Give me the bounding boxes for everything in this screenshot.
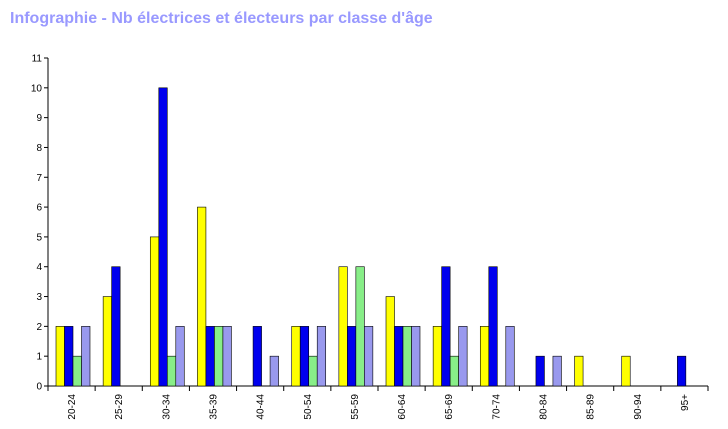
bar: [149, 236, 160, 387]
y-tick-label: 8: [36, 143, 42, 154]
bar: [197, 206, 207, 387]
bar: [488, 266, 498, 387]
bar: [214, 326, 224, 387]
bar: [677, 355, 687, 387]
bar: [449, 355, 459, 387]
bar: [394, 326, 404, 387]
bar: [347, 326, 357, 387]
chart-title: Infographie - Nb électrices et électeurs…: [10, 10, 433, 27]
x-tick-label: 40-44: [256, 394, 267, 420]
bars: [55, 87, 687, 387]
y-tick-label: 11: [32, 54, 43, 65]
x-tick-label: 90-94: [633, 394, 644, 420]
bar: [252, 326, 262, 387]
bar: [55, 326, 65, 387]
bar: [385, 296, 395, 387]
y-tick-label: 7: [36, 173, 42, 184]
y-tick-label: 5: [36, 232, 42, 243]
bar: [166, 355, 177, 387]
x-tick-label: 60-64: [397, 394, 408, 420]
y-tick-label: 2: [36, 322, 42, 333]
bar: [291, 326, 301, 387]
bar: [222, 326, 232, 387]
bar: [574, 355, 584, 387]
bar: [479, 326, 490, 387]
bar: [175, 326, 185, 387]
y-tick-label: 1: [36, 352, 42, 363]
y-tick-label: 3: [36, 292, 42, 303]
bar: [402, 326, 412, 387]
x-tick-label: 25-29: [114, 394, 125, 420]
bar: [364, 326, 374, 387]
bar: [458, 326, 468, 387]
x-tick-label: 65-69: [444, 394, 455, 420]
bar: [505, 326, 515, 387]
bar: [621, 355, 631, 387]
x-tick-label: 80-84: [539, 394, 550, 420]
y-tick-label: 6: [36, 203, 42, 214]
bar: [316, 326, 327, 387]
y-tick-label: 10: [31, 83, 43, 94]
bar: [111, 266, 121, 387]
x-tick-label: 55-59: [350, 394, 361, 420]
y-axis: 0 1 2 3 4 5 6 7 8 9 10 11: [31, 54, 49, 393]
y-tick-label: 4: [36, 262, 42, 273]
x-tick-label: 95+: [680, 394, 691, 411]
bar: [205, 326, 215, 387]
x-tick-label: 50-54: [303, 394, 314, 420]
bar: [299, 326, 310, 387]
bar: [535, 355, 545, 387]
bar: [81, 326, 91, 387]
x-tick-label: 85-89: [586, 394, 597, 420]
bar: [64, 326, 74, 387]
bar: [441, 266, 451, 387]
y-tick-label: 0: [36, 382, 42, 393]
bar: [308, 355, 318, 387]
bar: [432, 326, 442, 387]
x-tick-label: 30-34: [161, 394, 172, 420]
bar: [158, 87, 168, 387]
bar: [338, 266, 348, 387]
bar: [269, 355, 279, 387]
x-tick-label: 70-74: [491, 394, 502, 420]
bar: [72, 355, 82, 387]
x-axis: 20-24 25-29 30-34 35-39 40-44 50-54 55-59 60-64…: [47, 385, 709, 420]
bar: [552, 355, 562, 387]
x-tick-label: 20-24: [67, 394, 78, 420]
x-tick-label: 35-39: [209, 394, 220, 420]
bar: [102, 296, 112, 387]
bar: [411, 326, 421, 387]
y-tick-label: 9: [36, 113, 42, 124]
bar: [355, 266, 365, 387]
